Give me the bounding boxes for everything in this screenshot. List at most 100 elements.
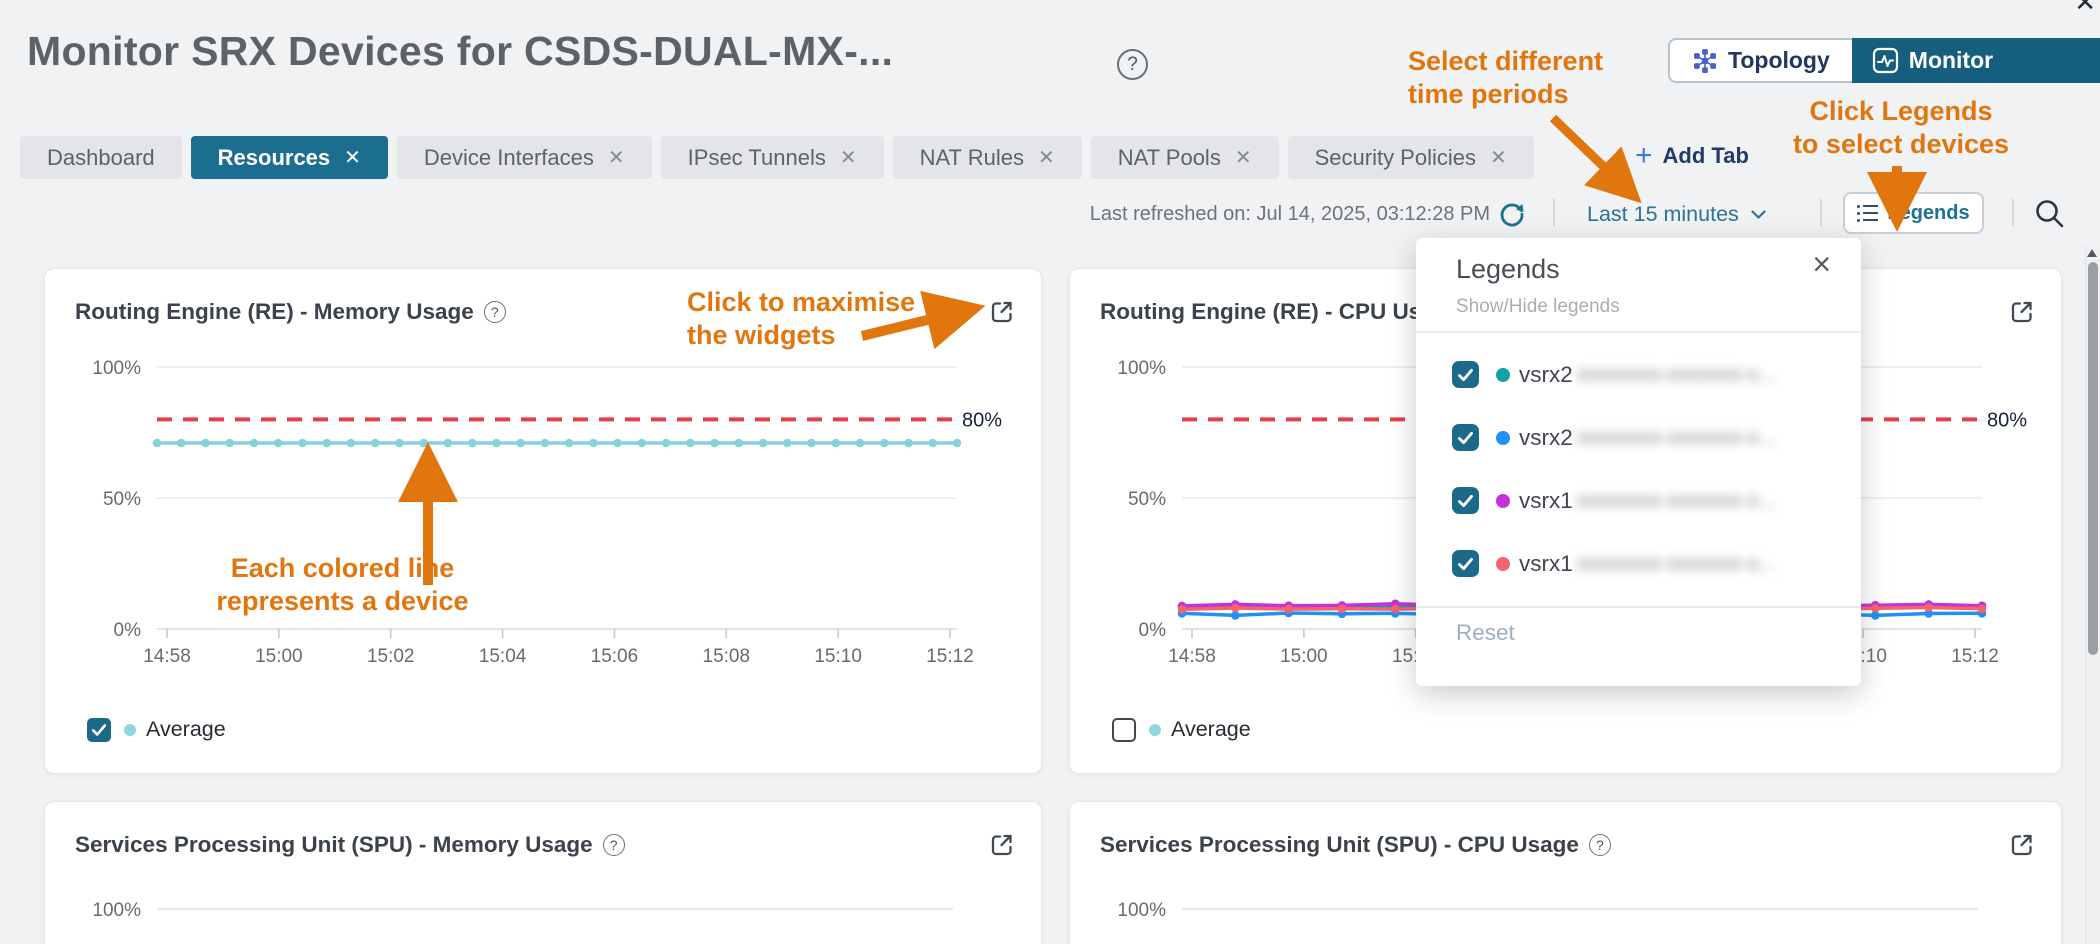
scrollbar-up-arrow[interactable]	[2087, 249, 2097, 257]
widget-spu-cpu: Services Processing Unit (SPU) - CPU Usa…	[1069, 801, 2062, 944]
svg-text:15:06: 15:06	[591, 646, 639, 667]
widget-help-icon[interactable]: ?	[602, 834, 625, 856]
tab-close-icon[interactable]: ✕	[344, 147, 361, 169]
tab-label: NAT Rules	[919, 144, 1024, 170]
tab-dashboard[interactable]: Dashboard	[20, 136, 182, 179]
legend-device-suffix-blurred: xxxxxxxx-xxxxxxx-x...	[1576, 425, 1777, 449]
legends-popup-title: Legends	[1456, 254, 1560, 284]
average-series-dot	[1149, 723, 1161, 736]
topology-label: Topology	[1728, 47, 1830, 73]
tab-close-icon[interactable]: ✕	[1234, 147, 1252, 169]
average-checkbox-checked[interactable]	[87, 717, 111, 742]
legend-device-name: vsrx2	[1519, 424, 1573, 450]
widget-title: Services Processing Unit (SPU) - CPU Usa…	[1100, 832, 1611, 858]
monitor-button[interactable]: Monitor	[1851, 38, 2100, 83]
widget-title-text: Routing Engine (RE) - CPU Usage	[1100, 299, 1460, 324]
svg-text:50%: 50%	[103, 489, 141, 510]
add-tab-button[interactable]: + Add Tab	[1635, 139, 1749, 172]
widget-help-icon[interactable]: ?	[1588, 834, 1611, 856]
average-series-dot	[124, 723, 136, 736]
widget-title-text: Routing Engine (RE) - Memory Usage	[75, 299, 474, 324]
svg-text:100%: 100%	[92, 900, 141, 921]
legend-device-suffix-blurred: xxxxxxxx-xxxxxxx-x...	[1576, 551, 1777, 575]
tab-nat-pools[interactable]: NAT Pools ✕	[1090, 136, 1279, 179]
separator	[1820, 199, 1822, 226]
divider	[1416, 606, 1861, 608]
divider	[1416, 331, 1861, 333]
svg-text:0%: 0%	[1139, 620, 1167, 641]
tab-close-icon[interactable]: ✕	[839, 147, 857, 169]
svg-text:14:58: 14:58	[143, 646, 191, 667]
reset-link[interactable]: Reset	[1456, 620, 1515, 645]
widget-help-icon[interactable]: ?	[483, 301, 506, 323]
annotation-colored-line: Each colored line represents a device	[216, 553, 469, 616]
legend-device-suffix-blurred: xxxxxxxx-xxxxxxx-x...	[1576, 488, 1777, 512]
tab-nat-rules[interactable]: NAT Rules ✕	[892, 136, 1082, 179]
svg-text:80%: 80%	[1987, 409, 2027, 431]
legend-device-name: vsrx1	[1519, 487, 1573, 513]
separator	[2012, 199, 2014, 226]
legend-device-checkbox-checked[interactable]	[1452, 361, 1479, 388]
page-help-icon[interactable]: ?	[1117, 49, 1148, 80]
annotation-select-time: Select different time periods	[1408, 46, 1604, 109]
tab-device-interfaces[interactable]: Device Interfaces ✕	[396, 136, 652, 179]
average-label: Average	[146, 717, 226, 741]
view-switch: Topology Monitor	[1668, 38, 2100, 83]
maximize-icon[interactable]	[2009, 299, 2035, 325]
widget-spu-memory: Services Processing Unit (SPU) - Memory …	[44, 801, 1042, 944]
topology-button[interactable]: Topology	[1668, 38, 1852, 83]
svg-text:0%: 0%	[114, 620, 142, 641]
maximize-icon[interactable]	[989, 832, 1015, 858]
svg-text:100%: 100%	[1117, 900, 1166, 921]
tab-close-icon[interactable]: ✕	[1037, 147, 1055, 169]
close-icon[interactable]: ×	[1812, 246, 1831, 282]
svg-text:15:02: 15:02	[367, 646, 415, 667]
legend-device-checkbox-checked[interactable]	[1452, 487, 1479, 514]
legends-button[interactable]: Legends	[1843, 192, 1984, 234]
widget-title-text: Services Processing Unit (SPU) - Memory …	[75, 832, 593, 857]
tab-label: NAT Pools	[1117, 144, 1221, 170]
scrollbar-thumb[interactable]	[2088, 262, 2098, 655]
svg-text:50%: 50%	[1128, 489, 1166, 510]
widget-re-memory: Routing Engine (RE) - Memory Usage ? 0% 5…	[44, 268, 1042, 774]
average-toggle-row: Average	[87, 717, 226, 742]
legends-button-label: Legends	[1887, 201, 1970, 224]
tab-label: Security Policies	[1314, 144, 1476, 170]
legend-device-list: vsrx2 xxxxxxxx-xxxxxxx-x... vsrx2 xxxxxxxx-…	[1416, 343, 1861, 595]
legend-device-checkbox-checked[interactable]	[1452, 424, 1479, 451]
svg-text:15:12: 15:12	[926, 646, 974, 667]
legend-device-name: vsrx2	[1519, 361, 1573, 387]
plus-icon: +	[1635, 139, 1653, 172]
svg-text:15:08: 15:08	[703, 646, 751, 667]
svg-text:15:04: 15:04	[479, 646, 527, 667]
tab-close-icon[interactable]: ✕	[607, 147, 625, 169]
tab-ipsec-tunnels[interactable]: IPsec Tunnels ✕	[660, 136, 884, 179]
tab-label: IPsec Tunnels	[687, 144, 826, 170]
svg-text:15:00: 15:00	[255, 646, 303, 667]
legend-device-checkbox-checked[interactable]	[1452, 550, 1479, 577]
average-checkbox-unchecked[interactable]	[1112, 717, 1136, 742]
refresh-icon[interactable]	[1498, 200, 1526, 228]
tab-label: Resources	[217, 144, 331, 170]
legend-device-row: vsrx1 xxxxxxxx-xxxxxxx-x...	[1416, 469, 1861, 532]
spu-cpu-chart: 100%	[1117, 900, 1978, 921]
window-corner-icon: ✕	[2074, 0, 2096, 17]
tab-security-policies[interactable]: Security Policies ✕	[1287, 136, 1534, 179]
tab-label: Dashboard	[47, 144, 155, 170]
annotation-maximise: Click to maximise the widgets	[687, 287, 916, 350]
tab-close-icon[interactable]: ✕	[1489, 147, 1507, 169]
annotation-click-legends: Click Legends to select devices	[1792, 96, 2010, 159]
time-range-dropdown[interactable]: Last 15 minutes	[1587, 202, 1766, 227]
average-toggle-row: Average	[1112, 717, 1251, 742]
maximize-icon[interactable]	[2009, 832, 2035, 858]
legend-device-row: vsrx2 xxxxxxxx-xxxxxxx-x...	[1416, 343, 1861, 406]
monitor-label: Monitor	[1908, 47, 1994, 73]
monitor-pulse-icon	[1872, 47, 1898, 74]
svg-text:14:58: 14:58	[1168, 646, 1216, 667]
search-icon[interactable]	[2033, 197, 2067, 231]
time-range-label: Last 15 minutes	[1587, 202, 1739, 226]
maximize-icon[interactable]	[989, 299, 1015, 325]
topology-icon	[1693, 48, 1716, 73]
tab-resources[interactable]: Resources ✕	[190, 136, 388, 179]
